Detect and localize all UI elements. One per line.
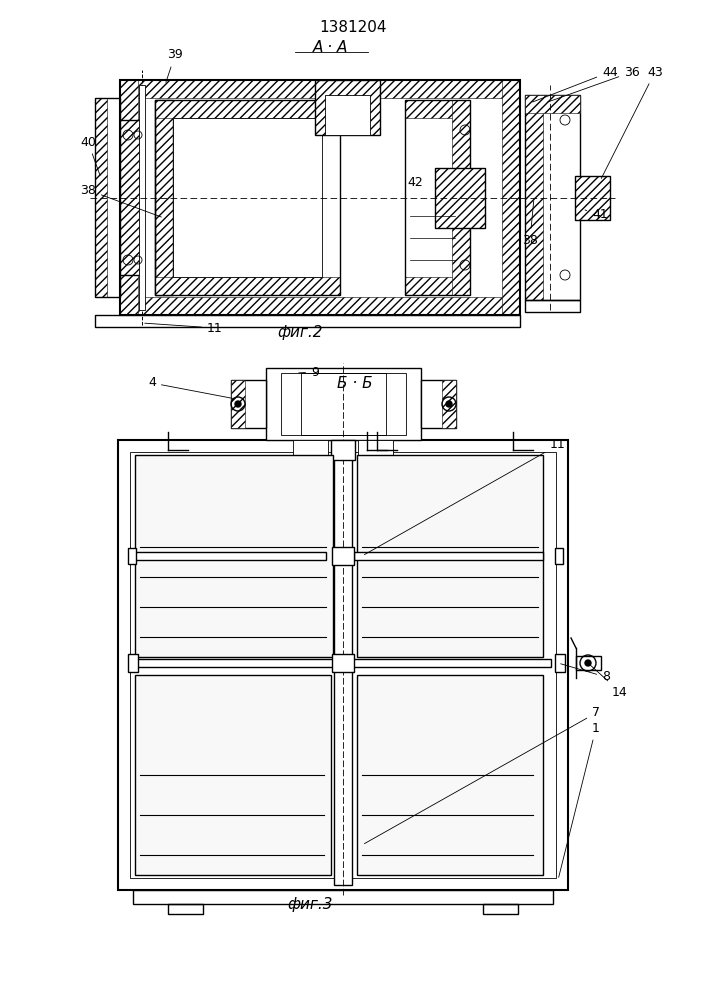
Bar <box>95 98 120 297</box>
Text: Б · Б: Б · Б <box>337 375 373 390</box>
Bar <box>281 373 406 435</box>
Bar <box>442 380 456 428</box>
Bar <box>358 440 393 465</box>
Text: 42: 42 <box>407 176 423 190</box>
Bar <box>525 95 580 113</box>
Text: 14: 14 <box>590 665 628 698</box>
Text: 9: 9 <box>299 365 319 378</box>
Text: 41: 41 <box>585 209 608 222</box>
Bar <box>301 373 386 435</box>
Bar <box>95 315 520 327</box>
Text: фиг.2: фиг.2 <box>277 324 323 340</box>
Bar <box>139 85 145 310</box>
Bar <box>435 168 485 228</box>
Bar <box>95 98 107 297</box>
Bar <box>266 368 421 440</box>
Bar <box>405 100 470 295</box>
Bar <box>452 100 470 295</box>
Bar <box>332 654 354 672</box>
Bar <box>555 548 563 564</box>
Bar <box>332 547 354 565</box>
Text: фиг.3: фиг.3 <box>287 898 333 912</box>
Bar <box>173 118 322 277</box>
Bar <box>334 445 352 885</box>
Text: 1381204: 1381204 <box>320 20 387 35</box>
Text: 1: 1 <box>559 722 600 877</box>
Bar <box>120 80 520 98</box>
Bar <box>135 659 551 667</box>
Text: 11: 11 <box>145 322 223 334</box>
Bar <box>128 548 136 564</box>
Bar <box>120 297 520 315</box>
Text: 7: 7 <box>364 706 600 844</box>
Text: 38: 38 <box>522 201 538 246</box>
Bar <box>315 80 380 135</box>
Circle shape <box>446 401 452 407</box>
Bar <box>130 452 556 878</box>
Text: 43: 43 <box>601 66 663 179</box>
Bar <box>405 100 470 118</box>
Bar <box>155 100 340 295</box>
Bar <box>421 380 456 428</box>
Bar <box>120 80 520 315</box>
Bar <box>575 176 610 220</box>
Bar <box>331 440 355 460</box>
Text: A · A: A · A <box>312 40 348 55</box>
Text: 11: 11 <box>364 438 566 555</box>
Bar <box>293 440 328 465</box>
Bar <box>357 455 543 657</box>
Bar <box>231 380 245 428</box>
Bar <box>315 80 380 135</box>
Circle shape <box>585 660 591 666</box>
Bar <box>525 300 580 312</box>
Bar <box>135 675 331 875</box>
Bar <box>168 904 203 914</box>
Bar <box>325 95 370 135</box>
Bar <box>525 95 580 300</box>
Text: 36: 36 <box>548 66 640 102</box>
Bar <box>155 100 173 295</box>
Bar <box>128 654 138 672</box>
Bar <box>576 656 601 670</box>
Text: 8: 8 <box>561 664 610 684</box>
Bar <box>135 552 326 560</box>
Bar <box>525 95 543 300</box>
Text: 38: 38 <box>80 184 161 217</box>
Bar <box>354 552 543 560</box>
Bar <box>405 277 470 295</box>
Bar <box>133 890 553 904</box>
Text: 39: 39 <box>166 48 183 82</box>
Bar <box>155 100 173 295</box>
Text: 44: 44 <box>532 66 618 102</box>
Bar <box>135 455 333 657</box>
Bar <box>118 440 568 890</box>
Bar <box>231 380 266 428</box>
Bar <box>120 80 138 315</box>
Bar <box>120 120 140 275</box>
Bar <box>575 176 610 220</box>
Bar <box>502 80 520 315</box>
Text: 40: 40 <box>80 135 100 175</box>
Circle shape <box>235 401 241 407</box>
Bar <box>555 654 565 672</box>
Bar <box>155 100 340 118</box>
Bar <box>120 120 140 275</box>
Bar <box>435 168 485 228</box>
Text: 4: 4 <box>148 376 233 398</box>
Bar <box>483 904 518 914</box>
Bar <box>155 277 340 295</box>
Bar <box>357 675 543 875</box>
